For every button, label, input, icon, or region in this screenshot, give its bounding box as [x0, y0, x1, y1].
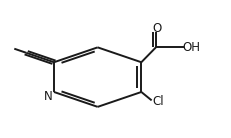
Text: N: N [44, 90, 52, 103]
Text: Cl: Cl [152, 95, 164, 108]
Text: OH: OH [182, 41, 200, 54]
Text: O: O [151, 22, 161, 35]
